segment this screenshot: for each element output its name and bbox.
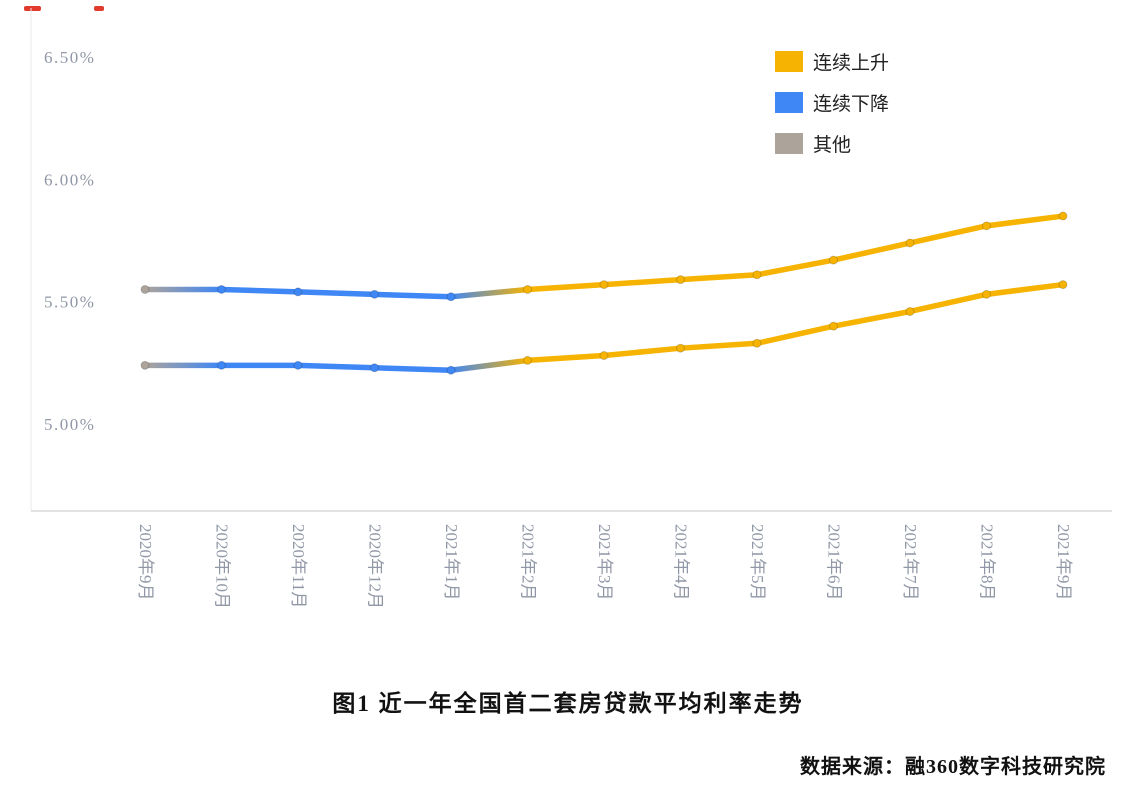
legend-item-down[interactable]: 连续下降	[775, 89, 889, 116]
series-0-segment	[983, 213, 1066, 229]
x-tick-label: 2021年1月	[442, 524, 461, 601]
series-1-segment	[677, 340, 760, 351]
legend-swatch-down-icon	[775, 92, 803, 113]
series-1-point	[293, 360, 303, 370]
y-tick-label: 5.00%	[44, 415, 95, 434]
series-1-point	[982, 289, 991, 299]
x-tick-label: 2020年9月	[136, 524, 155, 601]
x-tick-label: 2021年6月	[825, 524, 844, 601]
red-artifact-mark	[24, 6, 41, 11]
series-0-segment	[371, 291, 454, 300]
series-1-segment	[371, 365, 454, 373]
red-artifact-mark	[94, 6, 104, 11]
chart-legend: 连续上升 连续下降 其他	[775, 48, 889, 157]
series-0-point	[676, 275, 685, 285]
series-1-point	[905, 306, 915, 316]
series-0-point	[982, 221, 991, 231]
x-tick-label: 2021年8月	[978, 524, 997, 601]
legend-swatch-other-icon	[775, 133, 803, 154]
x-tick-label: 2020年12月	[366, 524, 385, 609]
series-0-segment	[448, 286, 531, 300]
x-tick-label: 2020年11月	[289, 524, 308, 608]
series-0-point	[217, 284, 226, 294]
series-0-segment	[524, 281, 607, 293]
series-1-segment	[524, 352, 607, 364]
series-1-segment	[295, 362, 378, 371]
x-tick-label: 2021年3月	[595, 524, 614, 601]
series-1-point	[446, 365, 456, 375]
series-0-point	[752, 270, 762, 280]
x-tick-label: 2020年10月	[213, 524, 232, 609]
series-0-segment	[754, 257, 837, 278]
series-0-point	[523, 284, 532, 294]
series-1-segment	[983, 281, 1066, 298]
series-0-point	[905, 238, 915, 248]
y-tick-label: 5.50%	[44, 293, 95, 312]
series-1-segment	[601, 345, 684, 359]
x-tick-label: 2021年2月	[519, 524, 538, 601]
legend-label-down: 连续下降	[813, 94, 890, 115]
chart-caption: 图1 近一年全国首二套房贷款平均利率走势	[332, 691, 804, 716]
series-0-point	[599, 280, 609, 290]
series-1-point	[523, 355, 532, 365]
legend-item-up[interactable]: 连续上升	[775, 48, 889, 75]
series-1-point	[599, 351, 609, 361]
series-0-segment	[218, 286, 301, 295]
series-1-point	[829, 321, 838, 331]
series-0-point	[829, 255, 838, 265]
series-1-point	[370, 363, 379, 373]
series-0-segment	[830, 240, 913, 263]
series-1-point	[1058, 280, 1068, 290]
x-tick-label: 2021年7月	[901, 524, 920, 601]
series-1-point	[676, 343, 685, 353]
series-1-point	[140, 360, 150, 370]
series-1-point	[752, 338, 762, 348]
series-1-segment	[754, 323, 837, 347]
x-tick-label: 2021年9月	[1054, 524, 1073, 601]
legend-swatch-up-icon	[775, 51, 803, 72]
data-source: 数据来源：融360数字科技研究院	[800, 756, 1106, 778]
legend-label-other: 其他	[813, 135, 852, 156]
series-0-point	[370, 289, 379, 299]
series-0-segment	[907, 223, 990, 246]
legend-label-up: 连续上升	[813, 53, 890, 74]
series-0-point	[140, 284, 150, 294]
x-tick-label: 2021年5月	[748, 524, 767, 601]
y-tick-label: 6.00%	[44, 170, 95, 189]
series-0-point	[293, 287, 303, 297]
series-0-segment	[295, 289, 378, 298]
x-tick-label: 2021年4月	[672, 524, 691, 601]
series-1-segment	[830, 308, 913, 329]
series-0-point	[1058, 211, 1068, 221]
legend-item-other[interactable]: 其他	[775, 130, 889, 157]
y-tick-label: 6.50%	[44, 48, 95, 67]
series-0-segment	[601, 276, 684, 288]
series-1-point	[217, 360, 226, 370]
series-1-segment	[448, 357, 531, 373]
series-1-segment	[907, 291, 990, 315]
series-0-point	[446, 292, 456, 302]
series-0-segment	[677, 272, 760, 283]
